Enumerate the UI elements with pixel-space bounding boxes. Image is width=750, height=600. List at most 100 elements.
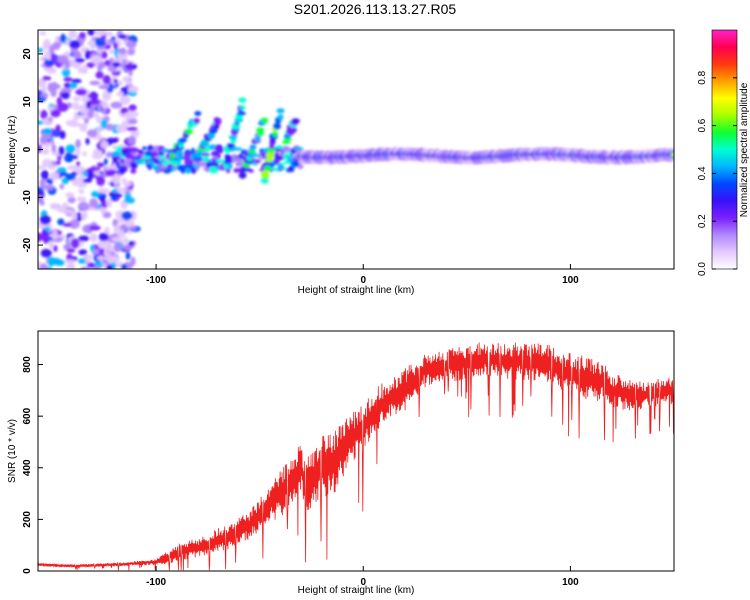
spectrogram-blob	[118, 34, 127, 39]
spectrogram-blob	[50, 109, 61, 118]
spectrogram-blob	[277, 114, 284, 121]
y-tick-label: -20	[22, 237, 33, 252]
y-tick-label: 600	[22, 407, 33, 424]
spectrogram-blob	[94, 265, 101, 269]
spectrogram-blob	[128, 240, 135, 247]
spectrogram-blob	[256, 127, 265, 134]
spectrogram-blob	[121, 177, 127, 183]
spectrogram-blob	[89, 233, 98, 243]
spectrogram-blob	[89, 225, 101, 231]
spectrogram-blob	[127, 135, 137, 145]
spectrogram-blob	[226, 143, 235, 148]
spectrogram-blob	[104, 59, 111, 66]
spectrogram-blob	[80, 266, 91, 269]
spectrogram-blob	[228, 163, 233, 170]
spectrogram-blob	[100, 140, 109, 149]
spectrogram-blob	[45, 226, 51, 232]
spectrogram-blob	[272, 130, 278, 138]
spectrogram-blob	[78, 32, 86, 39]
spectrogram-blob	[251, 153, 261, 158]
spectrogram-blob	[178, 137, 188, 143]
spectrogram-blob	[260, 170, 270, 178]
spectrogram-blob	[55, 124, 61, 133]
spectrogram-blob	[87, 39, 96, 47]
spectrogram-blob	[60, 87, 72, 95]
spectrogram-blob	[97, 188, 110, 194]
spectrogram-blob	[123, 180, 132, 187]
spectrogram-blob	[125, 251, 131, 260]
spectrogram-blob	[120, 263, 128, 269]
x-tick-label: 0	[360, 275, 366, 286]
spectrogram-blob	[125, 163, 131, 168]
spectrogram-blob	[153, 145, 159, 153]
spectrogram-blob	[98, 247, 105, 254]
x-tick-label: 100	[562, 275, 579, 286]
spectrogram-blob	[86, 62, 95, 68]
spectrogram-blob	[88, 98, 101, 106]
spectrogram-blob	[75, 139, 81, 149]
colorbar-tick-label: 0.8	[697, 70, 708, 84]
spectrogram-blob	[78, 172, 84, 183]
spectrogram-blob	[105, 243, 114, 253]
spectrogram-blob	[87, 93, 98, 99]
spectrogram-blob	[184, 159, 194, 165]
y-tick-label: 200	[22, 511, 33, 528]
spectrogram-blob	[43, 236, 49, 245]
spectrogram-blob	[146, 160, 155, 164]
spectrogram-blob	[39, 263, 48, 269]
spectrogram-blob	[72, 95, 81, 102]
spectrogram-blob	[86, 129, 98, 138]
spectrogram-blob	[91, 191, 100, 198]
spectrogram-blob	[89, 166, 101, 171]
snr-frame	[37, 330, 675, 572]
spectrogram-blob	[42, 184, 55, 191]
spectrogram-blob	[102, 90, 112, 101]
spectrogram-blob	[58, 146, 65, 156]
spectrogram-blob	[284, 136, 292, 142]
spectrogram-blob	[38, 144, 43, 154]
spectrogram-blob	[127, 118, 138, 125]
spectrogram-blob	[180, 167, 186, 174]
spectrogram-blob	[83, 254, 94, 259]
spectrogram-blob	[126, 126, 138, 131]
spectrogram-blob	[111, 151, 122, 157]
spectrogram-blob	[78, 249, 88, 256]
spectrogram-blob	[39, 178, 46, 189]
spectrogram-blob	[134, 158, 143, 165]
spectrogram-blob	[130, 128, 140, 138]
spectrogram-blob	[66, 248, 76, 253]
spectrogram-x-ticks: -100 0 100	[146, 264, 579, 286]
spectrogram-blob	[290, 161, 300, 166]
spectrogram-blob	[113, 42, 119, 50]
spectrogram-blob	[84, 49, 91, 60]
spectrogram-blob	[289, 152, 294, 158]
spectrogram-blob	[78, 235, 90, 242]
spectrogram-blob	[122, 76, 130, 83]
spectrogram-blob	[106, 198, 113, 208]
spectrogram-blob	[194, 111, 202, 117]
spectrogram-blob	[206, 161, 213, 167]
spectrogram-blob	[127, 48, 136, 56]
spectrogram-blob	[65, 144, 76, 154]
spectrogram-blob	[107, 39, 114, 44]
spectrogram-blob	[104, 31, 113, 37]
spectrogram-blob	[79, 123, 88, 133]
spectrogram-blob	[97, 204, 102, 210]
spectrogram-blob	[127, 85, 139, 93]
spectrogram-blob	[101, 101, 109, 109]
spectrogram-blob	[94, 30, 107, 37]
spectrogram-blob	[42, 128, 52, 136]
spectrogram-blob	[273, 122, 282, 130]
spectrogram-blob	[72, 50, 82, 59]
spectrogram-blob	[41, 148, 50, 155]
colorbar-tick-label: 0.4	[697, 166, 708, 180]
spectrogram-blob	[89, 80, 101, 86]
spectrogram-blob	[104, 252, 112, 261]
spectrogram-blob	[90, 54, 103, 64]
spectrogram-blob	[82, 151, 87, 157]
spectrogram-blob	[51, 229, 58, 240]
spectrogram-blob	[48, 239, 54, 250]
spectrogram-blob	[63, 82, 72, 89]
spectrogram-blob	[270, 167, 279, 171]
spectrogram-blob	[69, 82, 78, 89]
